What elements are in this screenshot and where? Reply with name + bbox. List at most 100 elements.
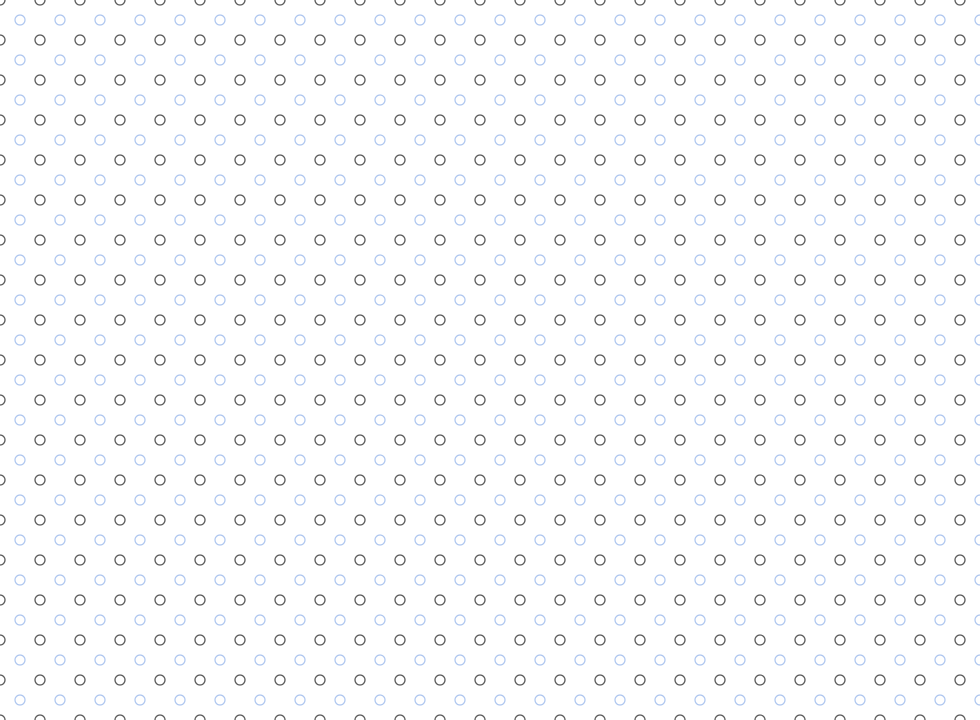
dark-ring — [194, 194, 206, 206]
light-ring — [214, 334, 226, 346]
light-ring — [614, 494, 626, 506]
light-ring — [494, 134, 506, 146]
dark-ring — [954, 194, 966, 206]
light-ring — [774, 214, 786, 226]
light-ring — [894, 534, 906, 546]
light-ring — [494, 614, 506, 626]
dark-ring — [474, 634, 486, 646]
dark-ring — [834, 154, 846, 166]
dark-ring — [794, 474, 806, 486]
light-ring — [454, 574, 466, 586]
dark-ring — [0, 554, 6, 566]
dark-ring — [34, 234, 46, 246]
dark-ring — [154, 274, 166, 286]
dark-ring — [834, 114, 846, 126]
light-ring — [294, 294, 306, 306]
light-ring — [174, 374, 186, 386]
light-ring — [734, 54, 746, 66]
light-ring — [454, 614, 466, 626]
dark-ring — [634, 634, 646, 646]
dark-ring — [74, 314, 86, 326]
light-ring — [854, 174, 866, 186]
dark-ring — [394, 434, 406, 446]
dark-ring — [914, 634, 926, 646]
light-ring — [654, 294, 666, 306]
dark-ring — [234, 154, 246, 166]
dark-ring — [754, 434, 766, 446]
light-ring — [894, 614, 906, 626]
light-ring — [894, 214, 906, 226]
dark-ring — [594, 474, 606, 486]
dark-ring — [354, 0, 366, 6]
dark-ring — [234, 74, 246, 86]
light-ring — [934, 94, 946, 106]
dark-ring — [274, 314, 286, 326]
dark-ring — [274, 394, 286, 406]
dark-ring — [0, 514, 6, 526]
dark-ring — [794, 674, 806, 686]
light-ring — [214, 54, 226, 66]
dark-ring — [594, 674, 606, 686]
light-ring — [734, 414, 746, 426]
dark-ring — [74, 474, 86, 486]
light-ring — [614, 414, 626, 426]
dark-ring — [114, 0, 126, 6]
dark-ring — [794, 194, 806, 206]
dark-ring — [194, 634, 206, 646]
light-ring — [14, 254, 26, 266]
dark-ring — [674, 434, 686, 446]
dark-ring — [514, 194, 526, 206]
dark-ring — [314, 434, 326, 446]
light-ring — [894, 374, 906, 386]
dark-ring — [554, 554, 566, 566]
light-ring — [654, 254, 666, 266]
light-ring — [614, 174, 626, 186]
light-ring — [534, 94, 546, 106]
dark-ring — [594, 34, 606, 46]
light-ring — [134, 494, 146, 506]
dark-ring — [594, 274, 606, 286]
light-ring — [374, 334, 386, 346]
light-ring — [774, 614, 786, 626]
dark-ring — [594, 314, 606, 326]
light-ring — [14, 614, 26, 626]
dark-ring — [954, 0, 966, 6]
dark-ring — [154, 74, 166, 86]
dark-ring — [794, 554, 806, 566]
light-ring — [214, 174, 226, 186]
dark-ring — [914, 34, 926, 46]
dark-ring — [354, 714, 366, 720]
dark-ring — [274, 634, 286, 646]
dark-ring — [874, 394, 886, 406]
light-ring — [854, 334, 866, 346]
light-ring — [214, 494, 226, 506]
light-ring — [814, 54, 826, 66]
light-ring — [534, 614, 546, 626]
light-ring — [854, 134, 866, 146]
light-ring — [774, 534, 786, 546]
dark-ring — [114, 114, 126, 126]
light-ring — [214, 414, 226, 426]
light-ring — [174, 334, 186, 346]
dark-ring — [754, 274, 766, 286]
dark-ring — [834, 74, 846, 86]
dark-ring — [234, 0, 246, 6]
dark-ring — [754, 634, 766, 646]
dark-ring — [114, 314, 126, 326]
dark-ring — [34, 434, 46, 446]
dark-ring — [794, 154, 806, 166]
light-ring — [614, 534, 626, 546]
light-ring — [654, 134, 666, 146]
light-ring — [974, 14, 980, 26]
dark-ring — [754, 474, 766, 486]
light-ring — [734, 374, 746, 386]
dark-ring — [914, 234, 926, 246]
dark-ring — [594, 154, 606, 166]
light-ring — [14, 574, 26, 586]
light-ring — [854, 574, 866, 586]
light-ring — [334, 414, 346, 426]
light-ring — [534, 494, 546, 506]
dark-ring — [834, 194, 846, 206]
dark-ring — [34, 594, 46, 606]
light-ring — [774, 94, 786, 106]
